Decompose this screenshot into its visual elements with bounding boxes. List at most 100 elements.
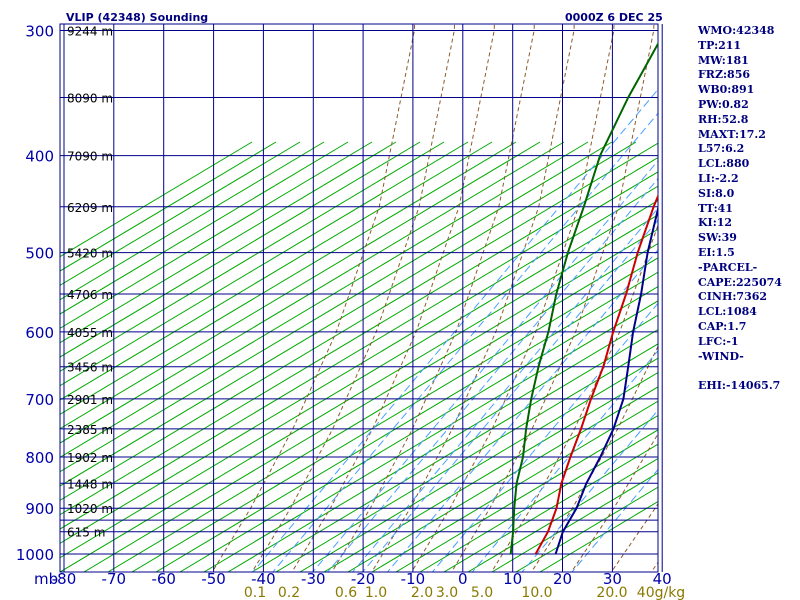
- pressure-tick-labels: 1002003004005006007008009001000: [16, 23, 54, 565]
- temperature-tick-label: 10: [503, 570, 522, 588]
- altitude-label: 4055 m: [67, 326, 113, 340]
- temperature-tick-label: -30: [301, 570, 326, 588]
- dry-adiabat-line: [323, 371, 658, 572]
- moist-adiabats: [211, 24, 658, 572]
- isobar-isotherm-grid: [59, 23, 663, 573]
- station-title: VLIP (42348) Sounding: [66, 11, 208, 24]
- sounding-index: LFC:-1: [698, 334, 739, 348]
- dry-adiabat-line: [395, 414, 658, 572]
- dry-adiabat-line: [179, 285, 658, 572]
- parcel-profile: [554, 205, 658, 555]
- sounding-index: SI:8.0: [698, 186, 735, 200]
- sounding-index: EHI:-14065.7: [698, 379, 781, 393]
- altitude-label: 1020 m: [67, 502, 113, 516]
- dry-adiabat-line: [60, 141, 421, 358]
- mixing-ratio-label: 2.0: [411, 585, 433, 600]
- dry-adiabat-line: [419, 429, 658, 572]
- temperature-tick-label: -10: [401, 570, 426, 588]
- sounding-index: CINH:7362: [698, 290, 768, 304]
- pressure-tick-label: 600: [25, 324, 54, 342]
- dry-adiabat-line: [60, 141, 637, 487]
- mixing-ratio-label: 0.1: [244, 585, 266, 600]
- altitude-label: 6209 m: [67, 201, 113, 215]
- sounding-index: WMO:42348: [698, 24, 775, 37]
- dewpoint-profile: [509, 41, 658, 555]
- sounding-index: -PARCEL-: [698, 260, 758, 274]
- sounding-indices-panel: WMO:42348 TP:211 MW:181 FRZ:856 WB0:891 PW:0.…: [698, 24, 798, 394]
- dry-adiabat-line: [107, 242, 658, 572]
- dry-adiabat-line: [60, 214, 658, 572]
- sounding-index: TP:211: [698, 38, 742, 52]
- moist-adiabat-line: [490, 223, 658, 572]
- temperature-tick-label: 0: [458, 570, 468, 588]
- dry-adiabat-line: [299, 357, 658, 572]
- dry-adiabat-line: [131, 257, 658, 572]
- sounding-index: MAXT:17.2: [698, 127, 766, 141]
- dry-adiabat-line: [227, 314, 658, 572]
- dry-adiabat-line: [60, 141, 445, 372]
- mixing-ratio-label: 40g/kg: [637, 585, 685, 600]
- dry-adiabat-line: [60, 141, 613, 473]
- dry-adiabat-line: [347, 386, 658, 572]
- sounding-index: LCL:880: [698, 157, 750, 171]
- dry-adiabat-line: [60, 141, 349, 315]
- temperature-tick-label: 40: [653, 570, 672, 588]
- altitude-label: 1448 m: [67, 477, 113, 491]
- temperature-tick-label: 30: [603, 570, 622, 588]
- dry-adiabat-line: [155, 271, 658, 572]
- pressure-tick-label: 900: [25, 500, 54, 518]
- altitude-label: 3456 m: [67, 361, 113, 375]
- temperature-tick-label: -80: [52, 570, 77, 588]
- altitude-label: 4706 m: [67, 288, 113, 302]
- sounding-index: PW:0.82: [698, 97, 749, 111]
- dry-adiabat-line: [515, 486, 658, 572]
- plot-frame: [59, 23, 659, 573]
- dry-adiabat-line: [60, 141, 541, 430]
- altitude-label: 2385 m: [67, 423, 113, 437]
- temperature-tick-labels: -80 -70 -60 -50 -40 -30 -20 -10 0 10 20 30 40: [52, 570, 672, 588]
- moist-adiabat-line: [291, 24, 495, 572]
- dry-adiabat-line: [83, 228, 658, 572]
- moist-adiabat-line: [331, 24, 535, 572]
- dry-adiabat-line: [60, 142, 658, 501]
- mixing-ratio-label: 0.6: [335, 585, 357, 600]
- altitude-label: 7090 m: [67, 150, 113, 164]
- valid-time: 0000Z 6 DEC 25: [565, 11, 663, 24]
- dry-adiabat-line: [60, 141, 373, 329]
- mixing-ratio-label: 10.0: [521, 585, 552, 600]
- pressure-tick-label: 400: [25, 148, 54, 166]
- dry-adiabat-line: [60, 141, 565, 444]
- mixing-ratio-label: 20.0: [596, 585, 627, 600]
- sounding-index: KI:12: [698, 216, 733, 230]
- sounding-index: RH:52.8: [698, 112, 749, 126]
- sounding-index: -WIND-: [698, 349, 744, 363]
- dry-adiabat-line: [60, 171, 658, 530]
- sounding-index: LCL:1084: [698, 305, 757, 319]
- mixing-ratio-label: 0.2: [278, 585, 300, 600]
- pressure-tick-label: 300: [25, 23, 54, 41]
- dry-adiabat-line: [60, 141, 493, 401]
- dry-adiabat-line: [60, 141, 301, 286]
- sounding-profiles: [509, 41, 658, 555]
- temperature-tick-label: -50: [201, 570, 226, 588]
- moist-adiabat-line: [530, 345, 658, 572]
- altitude-label: 5420 m: [67, 247, 113, 261]
- pressure-tick-label: 500: [25, 245, 54, 263]
- mixing-ratio-label: 5.0: [471, 585, 493, 600]
- pressure-tick-label: 700: [25, 391, 54, 409]
- sounding-index: L57:6.2: [698, 142, 745, 156]
- mixing-ratio-label: 3.0: [436, 585, 458, 600]
- altitude-label: 615 m: [67, 526, 105, 540]
- temperature-tick-label: -20: [351, 570, 376, 588]
- sounding-index: MW:181: [698, 53, 749, 67]
- dry-adiabat-line: [60, 156, 658, 516]
- sounding-index: CAP:1.7: [698, 319, 747, 333]
- moist-adiabat-line: [251, 24, 456, 572]
- dry-adiabat-line: [60, 141, 277, 272]
- temperature-tick-label: -60: [151, 570, 176, 588]
- altitude-label: 8090 m: [67, 92, 113, 106]
- dry-adiabat-line: [60, 141, 589, 458]
- dry-adiabat-line: [275, 343, 658, 572]
